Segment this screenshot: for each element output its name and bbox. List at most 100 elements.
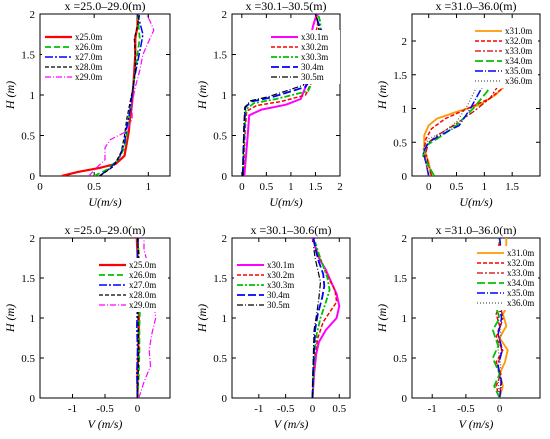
x-tick-label: 0 — [497, 403, 503, 415]
legend-label: x34.0m — [507, 278, 534, 288]
y-tick-label: 0.5 — [213, 353, 227, 365]
x-axis-label: U(m/s) — [459, 195, 492, 209]
x-tick-label: -1 — [428, 403, 437, 415]
x-tick-label: 2 — [337, 181, 343, 193]
series-line-x30-1m — [311, 238, 341, 398]
y-tick-label: 2 — [30, 233, 36, 245]
legend-background — [474, 246, 538, 310]
panel-title: x =25.0–29.0(m) — [64, 0, 145, 13]
panel-title: x =25.0–29.0(m) — [64, 223, 145, 237]
series-line-x25-0m — [61, 14, 139, 176]
x-tick-label: -0.5 — [457, 403, 475, 415]
y-tick-label: 2 — [222, 233, 228, 245]
y-tick-label: 1 — [30, 313, 36, 325]
legend-label: x26.0m — [129, 270, 156, 280]
legend-background — [42, 30, 112, 84]
series-group — [311, 238, 341, 398]
y-axis-label: H (m) — [195, 81, 209, 110]
legend-label: x33.0m — [507, 268, 534, 278]
legend-label: x25.0m — [129, 260, 156, 270]
legend-label: x30.3m — [301, 52, 328, 62]
y-tick-label: 1 — [222, 313, 228, 325]
y-tick-label: 1.5 — [213, 273, 227, 285]
y-tick-label: 1 — [402, 104, 408, 116]
x-tick-label: 0 — [239, 181, 245, 193]
y-tick-label: 1.5 — [393, 70, 407, 82]
series-line-30-4m — [311, 238, 326, 398]
panel-title: x =31.0–36.0(m) — [435, 223, 516, 237]
legend-label: x31.0m — [507, 248, 534, 258]
y-tick-label: 1 — [402, 313, 408, 325]
y-axis-label: H (m) — [375, 304, 389, 333]
y-tick-label: 1 — [30, 90, 36, 102]
x-tick-label: -0.5 — [277, 403, 295, 415]
x-tick-label: 1 — [482, 181, 488, 193]
legend-label: x30.2m — [301, 42, 328, 52]
y-tick-label: 0 — [402, 393, 408, 405]
y-axis-label: H (m) — [3, 304, 17, 333]
series-line-x30-1m — [243, 14, 319, 176]
legend-label: 30.5m — [301, 72, 324, 82]
x-tick-label: -1 — [254, 403, 263, 415]
legend-label: x33.0m — [505, 46, 532, 56]
y-axis-label: H (m) — [375, 81, 389, 110]
legend-label: 30.4m — [267, 290, 290, 300]
y-tick-label: 0 — [222, 393, 228, 405]
y-tick-label: 0 — [30, 171, 36, 183]
y-tick-label: 0.5 — [21, 131, 35, 143]
panel-4: x =25.0–29.0(m) -1 -0.5 0 0 0.5 1 1.5 2 V (m/s) H … — [3, 223, 171, 431]
x-tick-label: 0 — [37, 181, 43, 193]
x-axis-label: V (m/s) — [459, 417, 494, 431]
panel-5: x =30.1–30.6(m) -1 -0.5 0 0.5 0 0.5 1 1.5 2 V (m/s… — [195, 223, 351, 431]
x-tick-label: 1.5 — [309, 181, 323, 193]
y-tick-label: 1.5 — [21, 50, 35, 62]
legend-label: x36.0m — [505, 76, 532, 86]
legend-background — [472, 24, 538, 88]
x-axis-label: V (m/s) — [274, 417, 309, 431]
y-tick-label: 1.5 — [21, 273, 35, 285]
legend-label: x29.0m — [129, 300, 156, 310]
legend-label: x30.1m — [301, 32, 328, 42]
panel-title: x =31.0–36.0(m) — [435, 0, 516, 13]
x-axis-label: U(m/s) — [88, 195, 121, 209]
x-tick-label: 0.5 — [332, 403, 346, 415]
y-axis-label: H (m) — [195, 304, 209, 333]
legend-label: x35.0m — [507, 288, 534, 298]
legend-label: x31.0m — [505, 26, 532, 36]
legend-label: x32.0m — [505, 36, 532, 46]
y-tick-label: 0.5 — [21, 353, 35, 365]
legend-label: x30.2m — [267, 270, 294, 280]
series-line-30-5m — [311, 245, 322, 398]
plot-frame — [411, 13, 541, 177]
legend-label: x29.0m — [75, 72, 102, 82]
x-tick-label: 1 — [146, 181, 152, 193]
panel-3: x =31.0–36.0(m) 0 0.5 1 1.5 0 0.5 1 1.5 2 U(m/s) H … — [375, 0, 541, 209]
y-tick-label: 0 — [402, 171, 408, 183]
panel-title: x =30.1–30.5(m) — [245, 0, 326, 13]
legend-label: x36.0m — [507, 298, 534, 308]
legend-label: x25.0m — [75, 32, 102, 42]
y-tick-label: 0 — [222, 171, 228, 183]
x-tick-label: 0.5 — [450, 181, 464, 193]
y-tick-label: 1.5 — [213, 50, 227, 62]
legend-label: x30.3m — [267, 280, 294, 290]
x-tick-label: 0 — [310, 403, 316, 415]
x-tick-label: 1 — [288, 181, 294, 193]
x-tick-label: 0.5 — [259, 181, 273, 193]
x-tick-label: -0.5 — [96, 403, 114, 415]
y-tick-label: 2 — [402, 36, 408, 48]
legend-label: x30.1m — [267, 260, 294, 270]
series-line-x28-0m — [99, 14, 141, 176]
y-tick-label: 0.5 — [393, 353, 407, 365]
series-line-x36-0m — [422, 27, 505, 176]
x-tick-label: 0 — [135, 403, 141, 415]
legend-label: x35.0m — [505, 66, 532, 76]
x-tick-label: 0 — [426, 181, 432, 193]
y-tick-label: 0 — [30, 393, 36, 405]
legend-label: 30.4m — [301, 62, 324, 72]
